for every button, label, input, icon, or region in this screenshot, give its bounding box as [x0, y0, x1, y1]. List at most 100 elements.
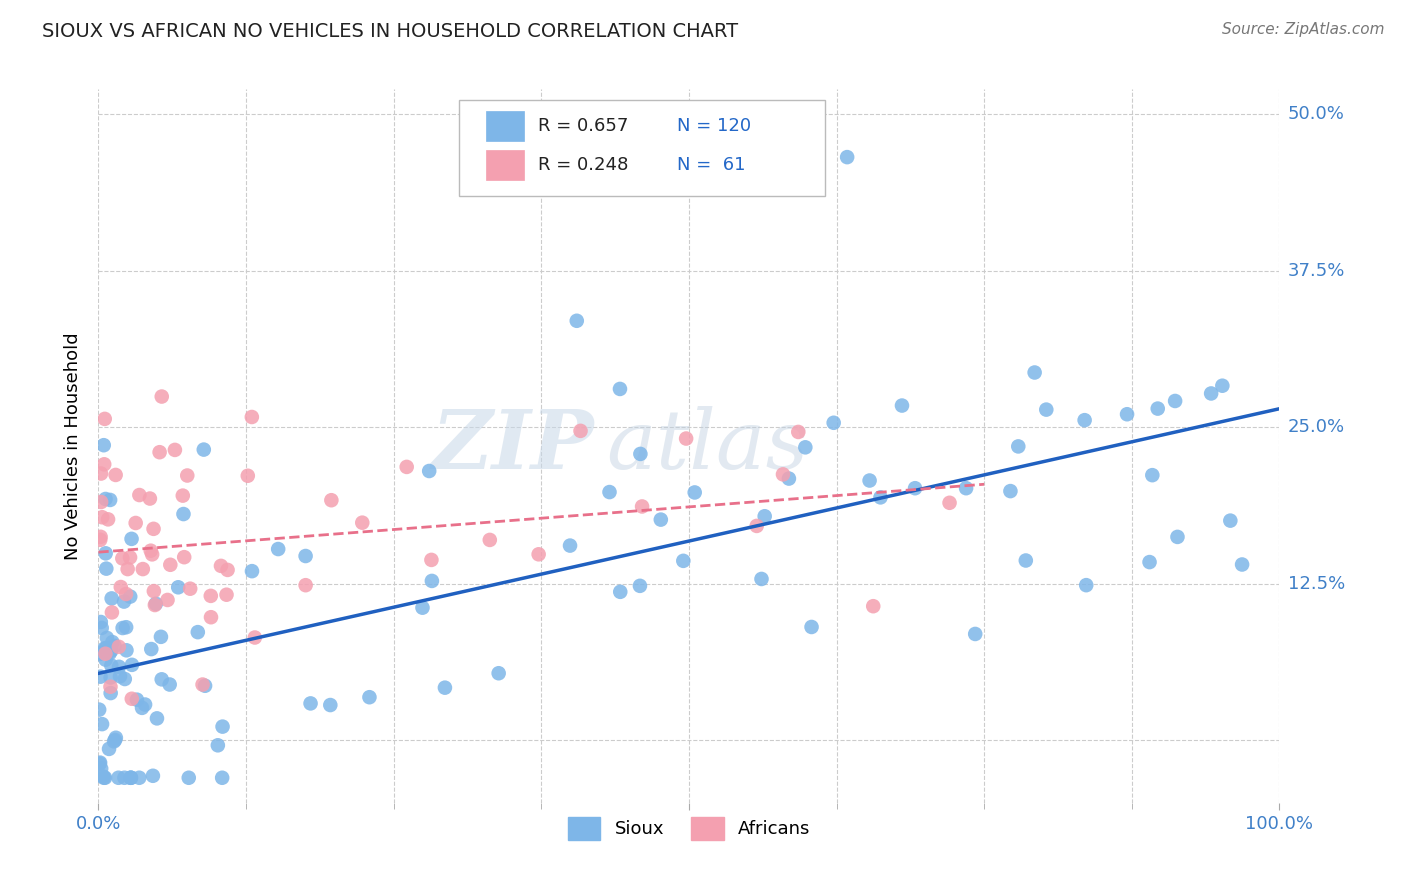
- Point: [215, 588, 238, 602]
- Point: [1142, 468, 1164, 483]
- Point: [628, 579, 651, 593]
- Point: [938, 496, 960, 510]
- Point: [146, 711, 169, 725]
- Point: [94, 771, 117, 785]
- Point: [94, 641, 117, 656]
- Point: [139, 543, 162, 558]
- Point: [134, 698, 156, 712]
- Text: SIOUX VS AFRICAN NO VEHICLES IN HOUSEHOLD CORRELATION CHART: SIOUX VS AFRICAN NO VEHICLES IN HOUSEHOL…: [42, 22, 738, 41]
- Text: 37.5%: 37.5%: [1288, 261, 1346, 280]
- Point: [104, 733, 127, 747]
- Point: [352, 516, 374, 530]
- Point: [1007, 439, 1029, 453]
- Point: [104, 731, 127, 745]
- Point: [1219, 514, 1241, 528]
- Point: [904, 481, 927, 495]
- Point: [142, 584, 165, 599]
- Point: [745, 519, 768, 533]
- Point: [1015, 553, 1038, 567]
- Point: [1166, 530, 1188, 544]
- Point: [111, 551, 134, 566]
- Point: [90, 530, 112, 544]
- Point: [1164, 394, 1187, 409]
- Point: [420, 553, 443, 567]
- Point: [294, 578, 316, 592]
- Point: [628, 447, 651, 461]
- Point: [1199, 386, 1222, 401]
- Point: [115, 620, 138, 634]
- Point: [90, 621, 112, 635]
- Point: [91, 717, 114, 731]
- Point: [609, 584, 631, 599]
- Text: atlas: atlas: [606, 406, 808, 486]
- Point: [96, 561, 118, 575]
- Bar: [486, 150, 523, 180]
- Point: [217, 563, 239, 577]
- Point: [211, 771, 233, 785]
- Point: [141, 547, 163, 561]
- Point: [120, 771, 142, 785]
- Point: [395, 459, 418, 474]
- Text: R = 0.248: R = 0.248: [537, 156, 628, 174]
- Point: [1024, 366, 1046, 380]
- Point: [150, 390, 173, 404]
- Point: [869, 491, 891, 505]
- Point: [683, 485, 706, 500]
- Point: [115, 643, 138, 657]
- Point: [672, 554, 695, 568]
- Point: [172, 507, 194, 521]
- Point: [179, 582, 201, 596]
- Point: [110, 580, 132, 594]
- Point: [177, 771, 200, 785]
- Point: [103, 734, 125, 748]
- FancyBboxPatch shape: [458, 100, 825, 196]
- Point: [91, 510, 114, 524]
- Point: [194, 679, 217, 693]
- Point: [93, 438, 115, 452]
- Point: [837, 150, 859, 164]
- Point: [294, 549, 316, 563]
- Point: [321, 493, 343, 508]
- Point: [90, 670, 112, 684]
- Point: [200, 610, 222, 624]
- Point: [359, 690, 381, 705]
- Point: [569, 424, 592, 438]
- Point: [132, 562, 155, 576]
- Point: [1230, 558, 1253, 572]
- Point: [1073, 413, 1095, 427]
- Point: [131, 701, 153, 715]
- Point: [243, 631, 266, 645]
- Text: N = 120: N = 120: [678, 118, 751, 136]
- Point: [89, 647, 111, 661]
- Point: [173, 550, 195, 565]
- Point: [114, 672, 136, 686]
- Point: [754, 509, 776, 524]
- Point: [159, 677, 181, 691]
- Point: [150, 673, 173, 687]
- Text: 12.5%: 12.5%: [1288, 574, 1346, 592]
- Point: [89, 533, 111, 547]
- Point: [108, 660, 131, 674]
- Point: [142, 522, 165, 536]
- Point: [772, 467, 794, 482]
- Point: [90, 467, 112, 481]
- Point: [240, 564, 263, 578]
- Point: [100, 658, 122, 673]
- Point: [433, 681, 456, 695]
- Text: 25.0%: 25.0%: [1288, 418, 1346, 436]
- Point: [93, 645, 115, 659]
- Point: [128, 771, 150, 785]
- Point: [149, 445, 172, 459]
- Point: [609, 382, 631, 396]
- Point: [125, 516, 148, 530]
- Point: [98, 742, 121, 756]
- Point: [172, 489, 194, 503]
- Point: [527, 547, 550, 561]
- Point: [100, 680, 122, 694]
- Point: [599, 485, 621, 500]
- Point: [1146, 401, 1168, 416]
- Point: [267, 542, 290, 557]
- Point: [100, 643, 122, 657]
- Point: [98, 492, 121, 507]
- Point: [121, 657, 143, 672]
